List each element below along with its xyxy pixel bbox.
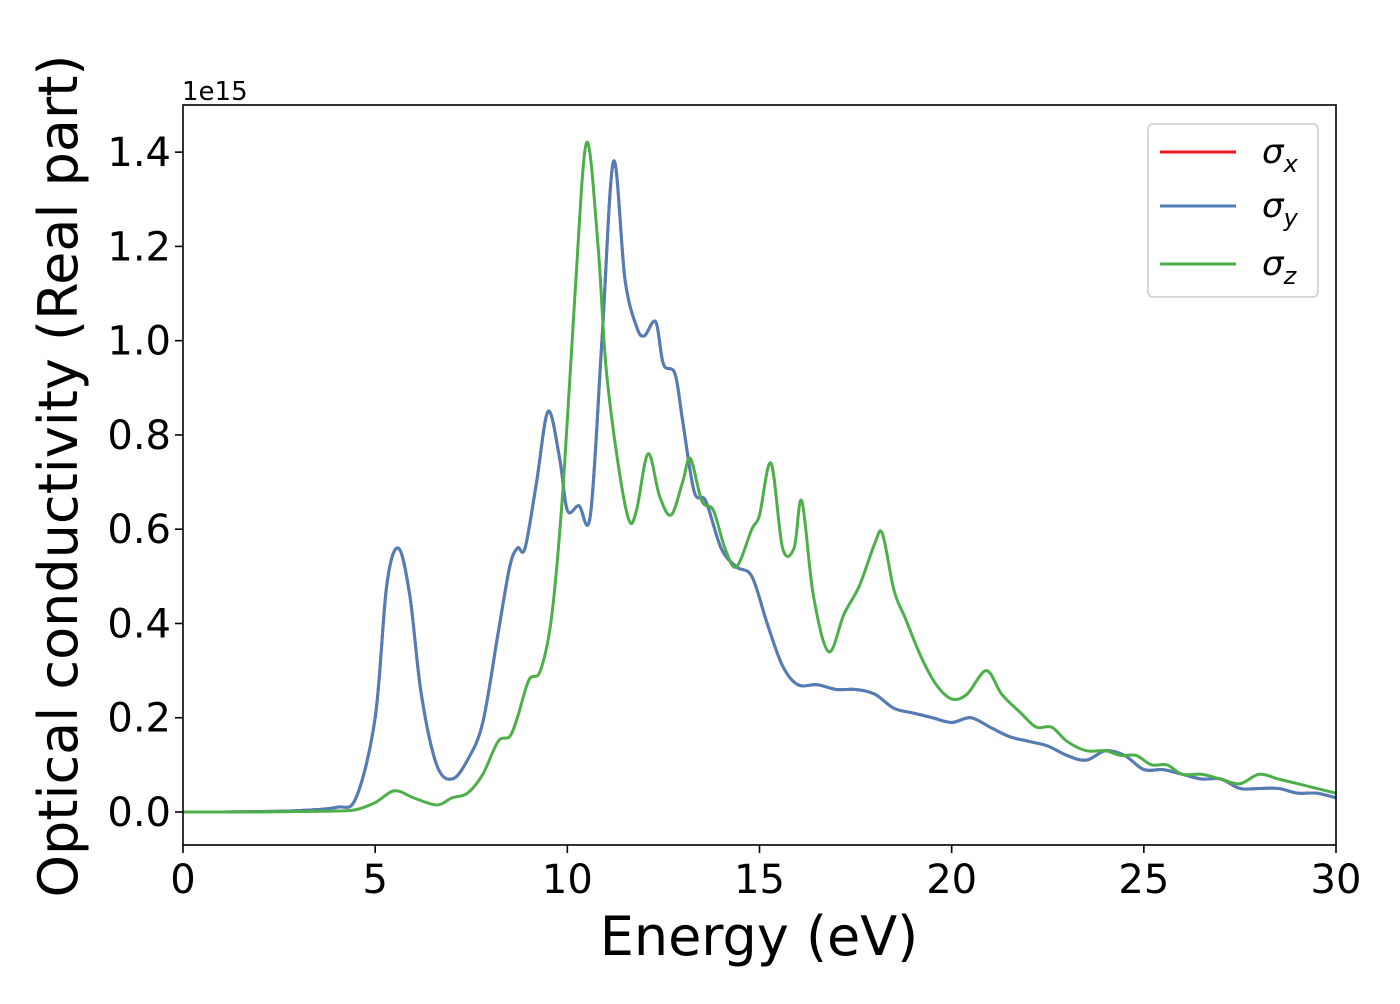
legend-subscript-z: z [1283,262,1298,290]
legend-symbol-sigma-x: σ [1262,132,1285,172]
x-axis-label: Energy (eV) [600,905,919,968]
legend-label-sigma-y: σy [1262,186,1299,232]
x-tick-label: 30 [1311,857,1362,903]
y-tick-label: 0.4 [107,601,171,647]
plot-lines [182,141,1337,814]
x-tick-label: 10 [542,857,593,903]
y-tick-label: 0.6 [107,507,171,553]
legend-subscript-x: x [1283,150,1299,178]
y-axis-label: Optical conductivity (Real part) [27,55,90,898]
series-line-sigma-z [182,141,1337,814]
y-tick-label: 1.0 [107,319,171,365]
x-tick-label: 20 [926,857,977,903]
y-tick-label: 1.4 [107,130,171,176]
legend-symbol-sigma-y: σ [1262,186,1285,226]
legend-frame [1147,123,1319,298]
x-tick-label: 0 [170,857,195,903]
x-tick-label: 5 [362,857,387,903]
x-tick-label: 25 [1118,857,1169,903]
ticks-layer: 0 5 10 15 20 25 30 0.0 0.2 0.4 0.6 0.8 1.0 1.2 1.4 [107,130,1361,903]
y-tick-label: 0.0 [107,790,171,836]
legend: σx σy σz [1147,123,1319,298]
y-tick-label: 1.2 [107,224,171,270]
y-tick-label: 0.8 [107,413,171,459]
legend-symbol-sigma-z: σ [1262,244,1285,284]
y-tick-label: 0.2 [107,696,171,742]
y-offset-label: 1e15 [182,77,248,107]
legend-label-sigma-x: σx [1262,132,1299,178]
x-tick-label: 15 [734,857,785,903]
legend-subscript-y: y [1283,204,1299,232]
legend-label-sigma-z: σz [1262,244,1298,290]
